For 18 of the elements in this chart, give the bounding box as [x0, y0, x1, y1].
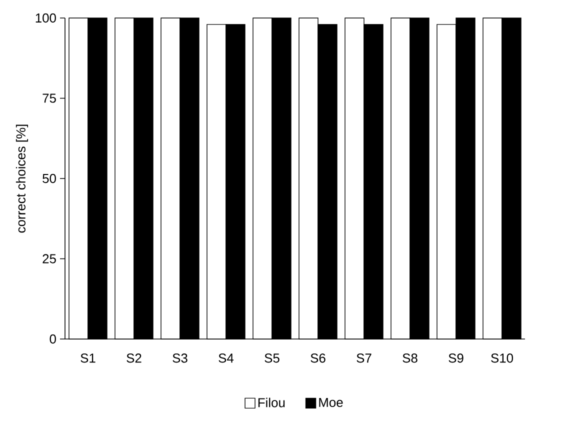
x-tick-label: S10 [491, 354, 514, 363]
x-tick-label: S9 [448, 354, 464, 363]
x-tick-label: S1 [80, 354, 96, 363]
y-tick-label: 100 [36, 13, 56, 23]
x-tick-label: S3 [172, 354, 188, 363]
y-tick-label: 75 [42, 94, 56, 103]
x-tick-label: S5 [264, 354, 280, 363]
x-tick-label: S6 [310, 354, 326, 363]
y-tick-label: 0 [50, 334, 56, 344]
legend-label: Filou [258, 398, 285, 408]
x-tick-label: S4 [218, 354, 234, 363]
x-tick-label: S7 [356, 354, 372, 363]
y-tick-label: 50 [42, 174, 56, 184]
legend-label: Moe [319, 398, 343, 408]
x-tick-label: S8 [402, 354, 418, 363]
x-tick-label: S2 [126, 354, 142, 363]
y-axis-title: correct choices [%] [16, 124, 28, 233]
y-tick-label: 25 [42, 254, 56, 264]
